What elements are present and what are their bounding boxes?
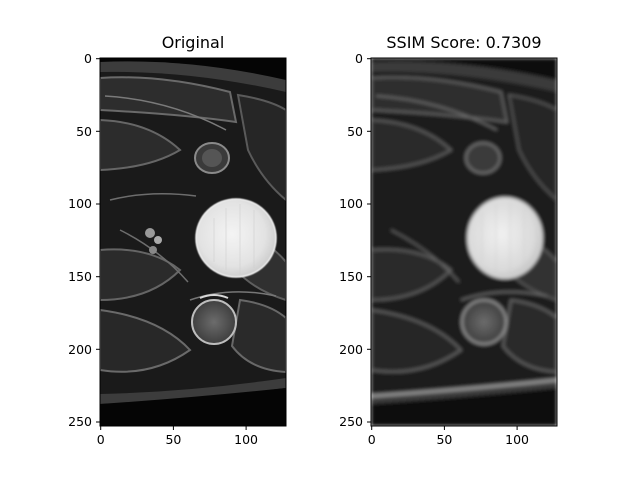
x-axis: 0 50 100 (368, 426, 529, 447)
panel-reconstruction: SSIM Score: 0.7309 (339, 33, 558, 447)
y-tick-label: 100 (68, 196, 92, 211)
y-tick-label: 0 (355, 51, 363, 66)
panel-title: SSIM Score: 0.7309 (386, 33, 541, 52)
mri-image-reconstruction (371, 58, 557, 426)
y-tick-label: 50 (76, 124, 92, 139)
panel-original: Original (68, 33, 287, 447)
x-tick-label: 50 (165, 432, 181, 447)
y-tick-label: 50 (347, 124, 363, 139)
axes-frame (370, 57, 558, 427)
y-tick-label: 100 (339, 196, 363, 211)
y-axis: 0 50 100 150 200 250 (339, 51, 371, 429)
axes-frame (99, 57, 287, 427)
y-axis: 0 50 100 150 200 250 (68, 51, 100, 429)
mri-image-original (100, 58, 286, 426)
y-tick-label: 200 (339, 342, 363, 357)
panel-title: Original (162, 33, 225, 52)
y-tick-label: 0 (84, 51, 92, 66)
y-tick-label: 250 (68, 414, 92, 429)
x-tick-label: 50 (436, 432, 452, 447)
x-tick-label: 100 (505, 432, 529, 447)
y-tick-label: 150 (68, 269, 92, 284)
x-tick-label: 0 (97, 432, 105, 447)
y-tick-label: 150 (339, 269, 363, 284)
y-tick-label: 250 (339, 414, 363, 429)
x-tick-label: 0 (368, 432, 376, 447)
x-axis: 0 50 100 (97, 426, 258, 447)
y-tick-label: 200 (68, 342, 92, 357)
x-tick-label: 100 (234, 432, 258, 447)
